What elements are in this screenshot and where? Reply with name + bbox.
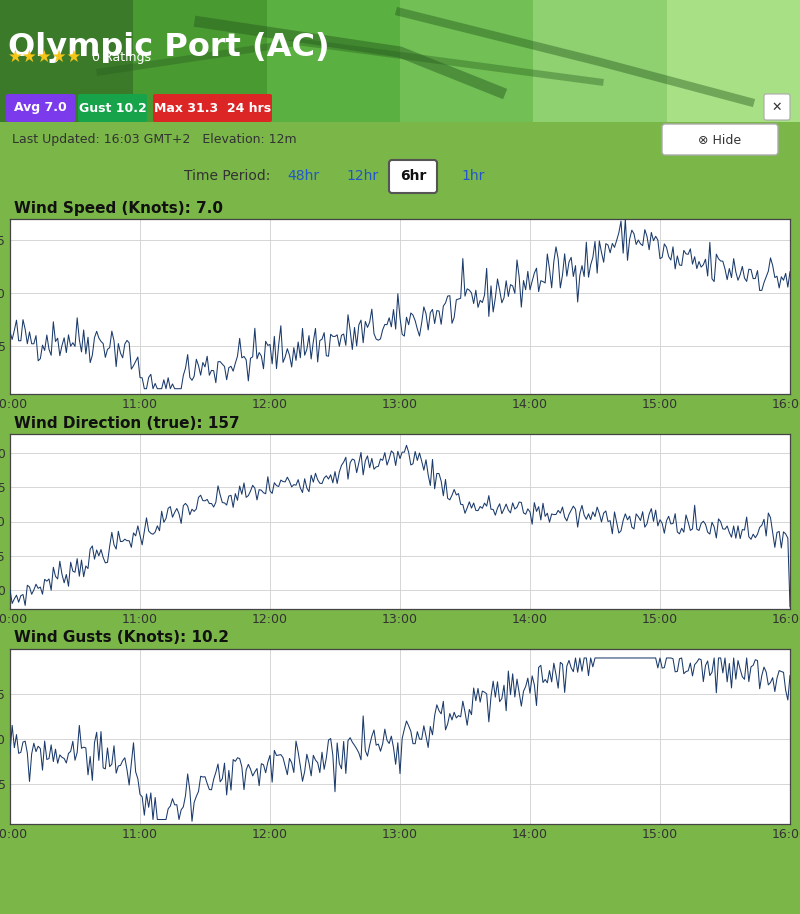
Bar (534, 0, 666, 122)
Text: 12hr: 12hr (347, 169, 379, 183)
Bar (0, 0, 134, 122)
Bar (266, 0, 400, 122)
Text: Wind Direction (true): 157: Wind Direction (true): 157 (14, 416, 239, 430)
Text: ⊗ Hide: ⊗ Hide (698, 133, 742, 146)
FancyBboxPatch shape (662, 124, 778, 155)
FancyBboxPatch shape (78, 94, 147, 122)
Text: 48hr: 48hr (287, 169, 319, 183)
Text: ★★★★★: ★★★★★ (8, 48, 82, 66)
Bar (400, 0, 534, 122)
Text: Max 31.3  24 hrs: Max 31.3 24 hrs (154, 101, 271, 114)
Text: Last Updated: 16:03 GMT+2   Elevation: 12m: Last Updated: 16:03 GMT+2 Elevation: 12m (12, 133, 297, 146)
Text: Wind Speed (Knots): 7.0: Wind Speed (Knots): 7.0 (14, 200, 223, 216)
Text: 6hr: 6hr (400, 169, 426, 183)
FancyBboxPatch shape (764, 94, 790, 120)
FancyBboxPatch shape (6, 94, 75, 122)
Text: 1hr: 1hr (462, 169, 485, 183)
Text: ✕: ✕ (772, 101, 782, 113)
Text: Time Period:: Time Period: (184, 169, 270, 183)
Bar (666, 0, 800, 122)
Bar (134, 0, 266, 122)
Text: Gust 10.2: Gust 10.2 (78, 101, 146, 114)
Text: Olympic Port (AC): Olympic Port (AC) (8, 32, 330, 63)
FancyBboxPatch shape (153, 94, 272, 122)
Text: Avg 7.0: Avg 7.0 (14, 101, 67, 114)
FancyBboxPatch shape (389, 160, 437, 193)
Text: 0 Ratings: 0 Ratings (92, 50, 151, 63)
Text: Wind Gusts (Knots): 10.2: Wind Gusts (Knots): 10.2 (14, 631, 229, 645)
